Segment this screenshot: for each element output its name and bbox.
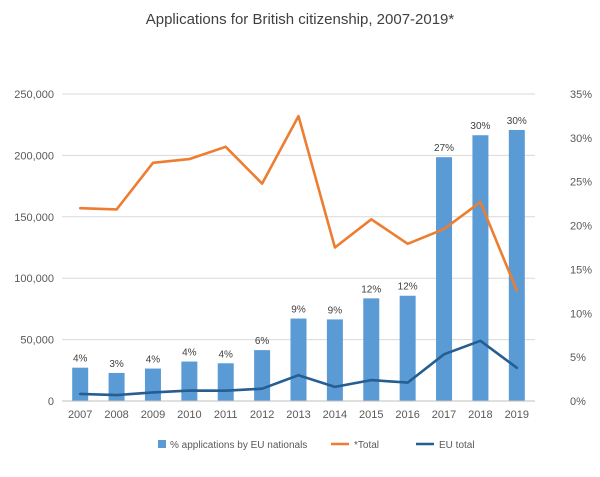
bar: [508, 129, 525, 401]
bar-data-label: 4%: [73, 354, 88, 365]
bar-data-label: 4%: [182, 348, 197, 359]
x-tick-label: 2014: [323, 409, 347, 421]
y-left-tick-label: 200,000: [14, 150, 54, 162]
x-tick-label: 2015: [359, 409, 383, 421]
y-right-tick-label: 5%: [570, 352, 586, 364]
bar-data-label: 4%: [146, 355, 161, 366]
legend-label: EU total: [439, 440, 475, 451]
bar: [108, 372, 125, 401]
bar-data-label: 3%: [109, 359, 124, 370]
y-left-tick-label: 100,000: [14, 273, 54, 285]
x-tick-label: 2007: [68, 409, 92, 421]
y-left-tick-label: 250,000: [14, 89, 54, 101]
bar-data-label: 30%: [507, 116, 527, 127]
bar-data-label: 30%: [470, 121, 490, 132]
series-line: [78, 114, 519, 292]
y-right-tick-label: 20%: [570, 221, 592, 233]
bar-data-label: 6%: [255, 336, 270, 347]
bar: [144, 368, 161, 401]
x-tick-label: 2011: [214, 409, 238, 421]
bar-data-label: 4%: [219, 349, 234, 360]
bar-data-label: 9%: [328, 305, 343, 316]
y-right-tick-label: 0%: [570, 396, 586, 408]
x-tick-label: 2010: [177, 409, 201, 421]
legend: % applications by EU nationals *Total EU t…: [158, 440, 475, 451]
y-left-tick-label: 50,000: [20, 335, 54, 347]
y-right-tick-label: 10%: [570, 308, 592, 320]
y-right-tick-label: 25%: [570, 177, 592, 189]
x-tick-label: 2016: [395, 409, 419, 421]
y-left-tick-label: 0: [48, 396, 54, 408]
legend-label: *Total: [354, 440, 379, 451]
bar: [181, 361, 198, 401]
bar: [326, 319, 343, 401]
axes: 0 50,000 100,000 150,000 200,000 250,000 0% 5% 1…: [14, 89, 592, 421]
bar-data-label: 9%: [291, 305, 306, 316]
chart-title: Applications for British citizenship, 20…: [146, 11, 455, 28]
bar: [217, 363, 234, 401]
bar-data-label: 27%: [434, 143, 454, 154]
series-line: [78, 339, 519, 397]
x-tick-label: 2018: [468, 409, 492, 421]
bar: [472, 135, 489, 401]
y-left-tick-label: 150,000: [14, 212, 54, 224]
bar-data-label: 12%: [398, 282, 418, 293]
line-series: [78, 114, 519, 397]
x-tick-label: 2009: [141, 409, 165, 421]
y-right-tick-label: 35%: [570, 89, 592, 101]
y-right-tick-label: 30%: [570, 133, 592, 145]
x-tick-label: 2012: [250, 409, 274, 421]
bar: [72, 367, 89, 401]
x-tick-label: 2008: [104, 409, 128, 421]
legend-label: % applications by EU nationals: [170, 440, 307, 451]
bar: [254, 350, 271, 401]
x-tick-label: 2017: [432, 409, 456, 421]
bar-data-label: 12%: [361, 284, 381, 295]
legend-swatch-bar: [158, 440, 166, 448]
gridlines: [62, 93, 535, 341]
data-labels: 4% 3% 4% 4% 4% 6% 9% 9% 12% 12% 27% 30% 30%: [73, 116, 527, 370]
bar: [363, 298, 380, 401]
y-right-tick-label: 15%: [570, 264, 592, 276]
bar: [436, 157, 453, 401]
bar: [290, 318, 307, 401]
bar: [399, 295, 416, 401]
x-tick-label: 2019: [505, 409, 529, 421]
x-tick-label: 2013: [286, 409, 310, 421]
